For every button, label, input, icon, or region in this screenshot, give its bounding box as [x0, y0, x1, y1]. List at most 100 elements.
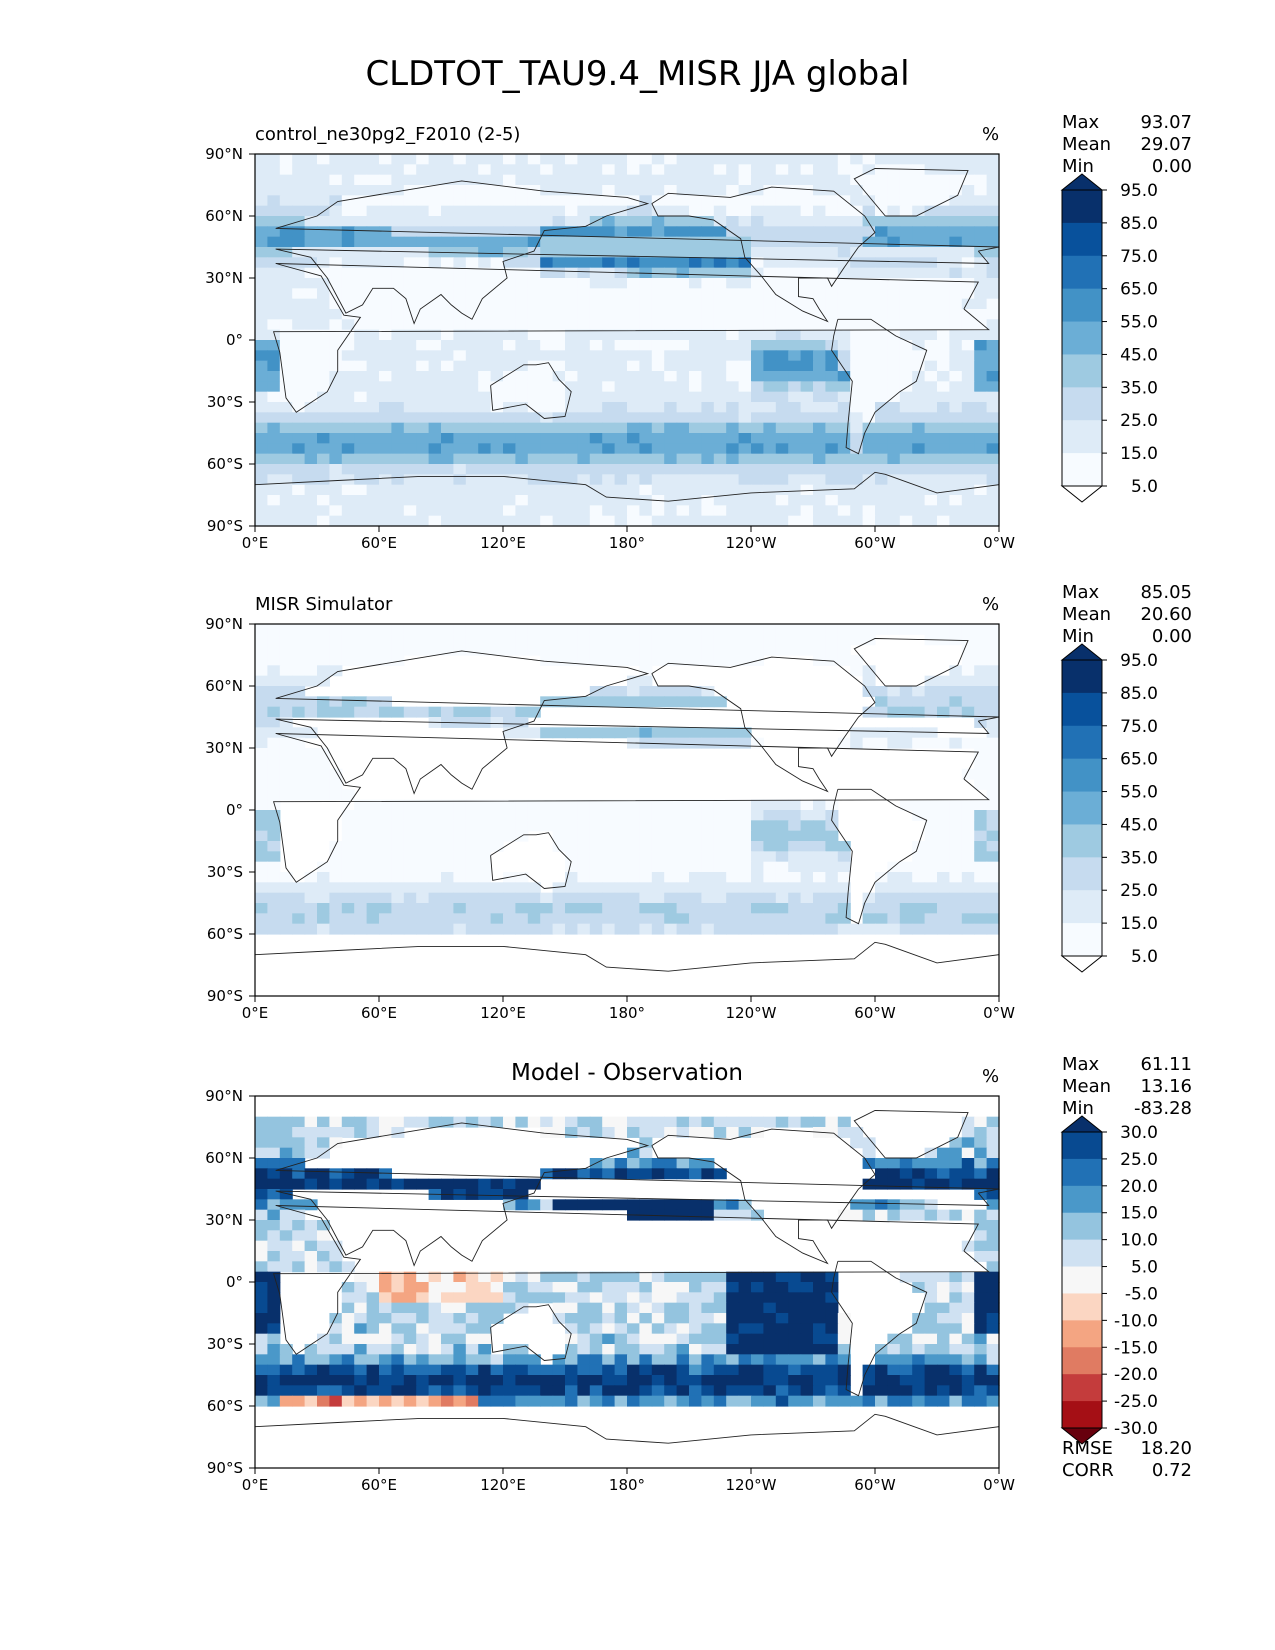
heat-cell: [577, 154, 591, 165]
heat-cell: [986, 1302, 1000, 1314]
colorbar-tick-label: 75.0: [1120, 247, 1158, 267]
heat-cell: [689, 381, 702, 393]
heat-cell: [912, 1271, 926, 1283]
heat-cell: [825, 474, 839, 486]
heat-cell: [937, 830, 950, 842]
heat-cell: [701, 1375, 715, 1386]
heat-cell: [292, 706, 306, 718]
heat-cell: [899, 453, 913, 465]
heat-cell: [540, 350, 554, 362]
heat-cell: [379, 882, 392, 894]
heat-cell: [552, 495, 566, 506]
heat-cell: [515, 1354, 529, 1366]
heat-cell: [465, 278, 479, 289]
heat-cell: [800, 505, 814, 517]
heat-cell: [565, 381, 578, 393]
heat-cell: [689, 1282, 702, 1293]
heat-cell: [627, 298, 640, 310]
heat-cell: [428, 164, 442, 176]
heat-cell: [974, 1240, 988, 1252]
heat-cell: [875, 515, 888, 527]
heat-cell: [949, 923, 963, 935]
heat-cell: [974, 737, 988, 749]
heat-cell: [490, 391, 504, 403]
colorbar-segment: [1062, 923, 1102, 957]
heat-cell: [924, 1168, 938, 1180]
heat-cell: [850, 174, 864, 186]
heat-cell: [738, 464, 752, 475]
heat-cell: [937, 1282, 950, 1293]
heat-cell: [267, 841, 281, 852]
heat-cell: [255, 164, 268, 176]
heat-cell: [899, 515, 913, 527]
heat-cell: [255, 841, 268, 852]
heat-cell: [279, 748, 293, 759]
heat-cell: [379, 216, 392, 227]
y-tick-label: 90°S: [207, 1459, 243, 1477]
heat-cell: [279, 634, 293, 646]
heat-cell: [937, 174, 950, 186]
heat-cell: [664, 923, 678, 935]
heat-cell: [974, 1375, 988, 1386]
heat-cell: [441, 799, 454, 811]
heat-cell: [540, 1271, 554, 1283]
heat-cell: [664, 278, 678, 289]
heat-cell: [552, 841, 566, 852]
heat-cell: [589, 1292, 603, 1304]
heat-cell: [416, 892, 430, 904]
heat-cell: [552, 226, 566, 238]
heat-cell: [912, 495, 926, 506]
heat-cell: [602, 257, 616, 269]
heat-cell: [255, 453, 268, 465]
heat-cell: [279, 1364, 293, 1376]
heat-cell: [788, 1375, 802, 1386]
heat-cell: [465, 1395, 479, 1407]
heat-cell: [292, 391, 306, 403]
heat-cell: [366, 923, 380, 935]
heat-cell: [503, 505, 516, 517]
heat-cell: [887, 1385, 901, 1397]
heat-cell: [676, 247, 690, 258]
heat-cell: [912, 309, 926, 320]
heat-cell: [341, 923, 355, 935]
heat-cell: [775, 360, 789, 372]
heat-cell: [639, 381, 653, 393]
heat-cell: [713, 1344, 727, 1355]
heat-cell: [738, 1199, 752, 1211]
heat-cell: [366, 1375, 380, 1386]
heat-cell: [788, 624, 802, 635]
heat-cell: [751, 236, 764, 248]
heat-cell: [937, 706, 950, 718]
heat-cell: [540, 799, 554, 811]
heat-cell: [366, 474, 380, 486]
heat-cell: [565, 298, 578, 310]
heat-cell: [974, 1364, 988, 1376]
heat-cell: [751, 205, 764, 217]
heat-cell: [341, 195, 355, 207]
heat-cell: [255, 340, 268, 351]
heat-cell: [503, 154, 516, 165]
heat-cell: [949, 391, 963, 403]
heat-cell: [577, 515, 591, 527]
heat-cell: [887, 402, 901, 413]
heat-cell: [527, 267, 541, 279]
heat-cell: [775, 634, 789, 646]
heat-cell: [478, 474, 492, 486]
heat-cell: [974, 861, 988, 873]
heat-cell: [713, 903, 727, 914]
colorbar-tick-label: 35.0: [1120, 848, 1158, 868]
heat-cell: [912, 185, 926, 196]
heat-cell: [565, 903, 578, 914]
heat-cell: [751, 174, 764, 186]
heat-cell: [639, 923, 653, 935]
heat-cell: [713, 1116, 727, 1128]
heat-cell: [837, 1385, 851, 1397]
heat-cell: [589, 474, 603, 486]
heat-cell: [317, 665, 330, 677]
heat-cell: [775, 247, 789, 258]
heat-cell: [292, 236, 306, 248]
heat-cell: [800, 1116, 814, 1128]
heat-cell: [403, 1375, 417, 1386]
heat-cell: [292, 267, 306, 279]
heat-cell: [738, 1209, 752, 1221]
